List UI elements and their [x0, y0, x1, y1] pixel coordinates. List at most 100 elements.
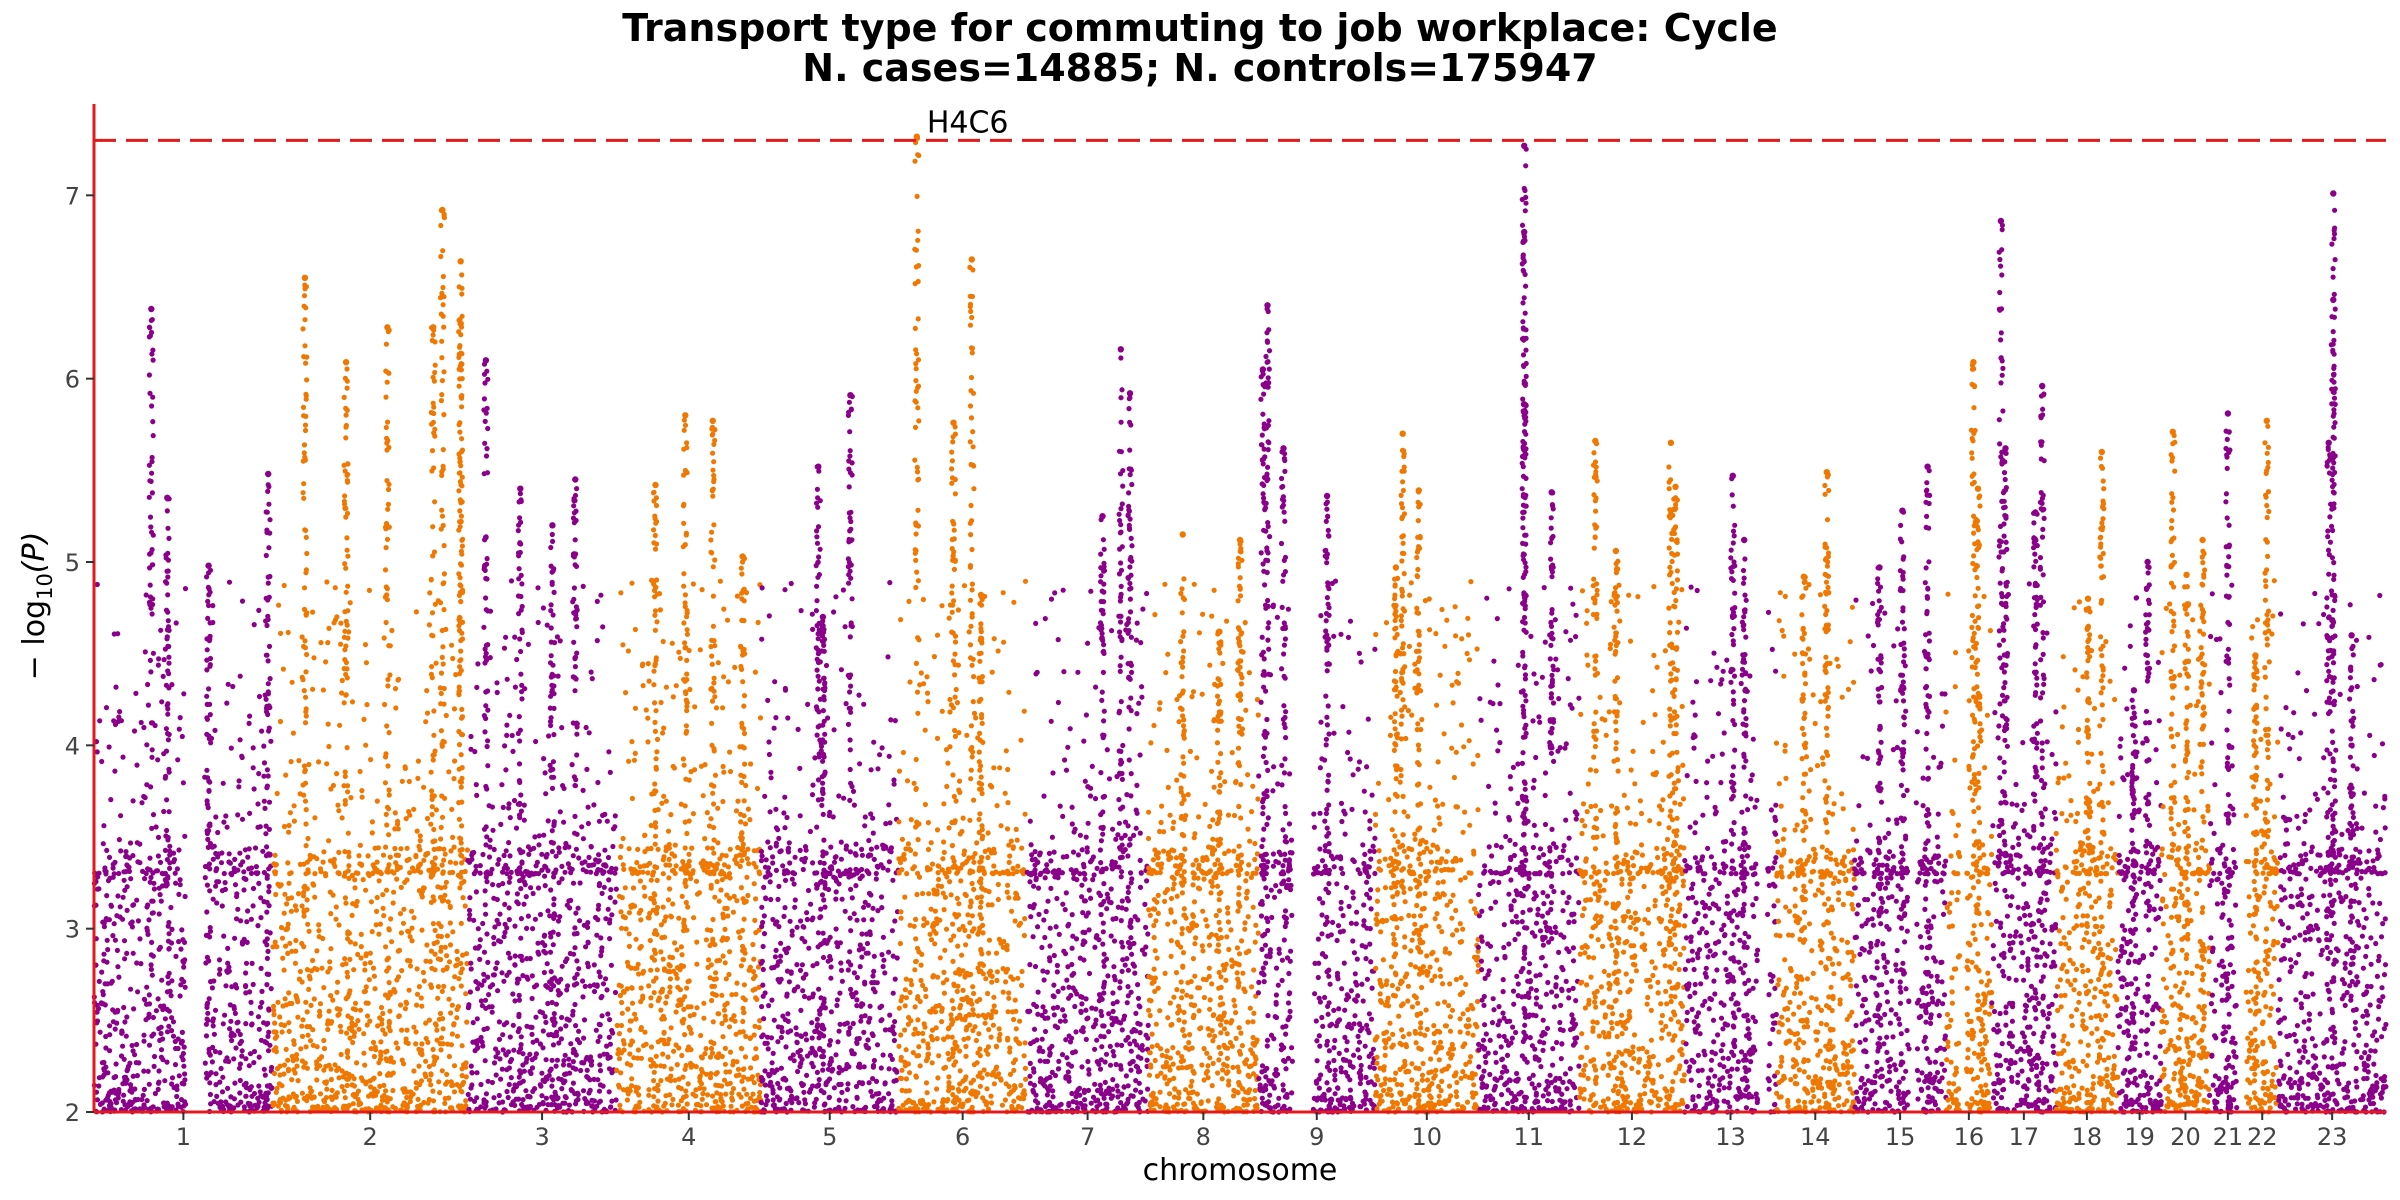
peak-point-chr1-1	[148, 305, 155, 313]
peak-point-chr3-4	[549, 522, 556, 529]
peak-point-chr8-2	[1236, 536, 1244, 544]
chromosome-11-points	[1475, 142, 1582, 1115]
peak-point-chr2-5	[430, 324, 437, 331]
chromosome-21-points	[2207, 410, 2240, 1115]
chromosome-14-points	[1773, 469, 1857, 1115]
x-tick-label-chr15: 15	[1885, 1123, 1916, 1151]
peak-point-chr4-3	[709, 417, 716, 424]
peak-point-chr11-1	[1521, 142, 1528, 149]
peak-point-chr22-1	[2252, 652, 2259, 659]
peak-point-chr2-3	[384, 324, 391, 331]
peak-point-chr22-2	[2263, 417, 2270, 424]
peak-point-chr9-1	[1259, 366, 1267, 373]
chromosome-8-density	[1145, 538, 1261, 1115]
peak-point-chr11-4	[1548, 489, 1555, 496]
y-tick-label-6: 6	[65, 366, 80, 394]
peak-point-chr16-2	[1974, 485, 1982, 492]
peak-point-chr15-3	[1924, 463, 1931, 470]
x-tick-label-chr5: 5	[822, 1123, 837, 1151]
peak-point-chr1-2	[164, 494, 171, 501]
chromosome-17-points	[1989, 217, 2059, 1115]
chromosome-18-points	[2053, 448, 2121, 1115]
peak-point-chr3-1	[482, 357, 490, 364]
peak-point-chr4-2	[682, 412, 689, 419]
x-tick-label-chr13: 13	[1715, 1123, 1746, 1151]
x-tick-label-chr22: 22	[2247, 1123, 2278, 1151]
chromosome-18-density	[2053, 455, 2121, 1115]
peak-point-chr5-2	[847, 392, 854, 399]
chromosome-15-points	[1852, 463, 1949, 1115]
peak-point-chr21-1	[2224, 410, 2232, 417]
peak-point-chr7-1	[1117, 346, 1125, 353]
chromosome-7-points	[1024, 346, 1151, 1115]
chromosome-1-points	[91, 305, 275, 1115]
peak-point-chr17-3	[2032, 509, 2039, 516]
peak-point-chr2-1	[301, 274, 309, 281]
y-axis-label-subscript: 10	[33, 573, 57, 600]
x-tick-label-chr7: 7	[1080, 1123, 1095, 1151]
x-tick-label-chr16: 16	[1954, 1123, 1985, 1151]
peak-point-chr5-3	[819, 613, 827, 621]
peak-point-chr11-2	[1521, 228, 1528, 236]
chromosome-13-points	[1682, 472, 1779, 1115]
chart-title: Transport type for commuting to job work…	[622, 6, 1778, 50]
peak-point-chr23-2	[2330, 296, 2337, 303]
chromosome-20-density	[2158, 432, 2212, 1115]
peak-point-chr20-2	[2183, 571, 2190, 578]
x-tick-label-chr10: 10	[1412, 1123, 1443, 1151]
peak-point-chr17-1	[1997, 217, 2005, 225]
peak-point-chr23-4	[2348, 632, 2355, 639]
chromosome-2-density	[270, 207, 470, 1115]
x-tick-label-chr20: 20	[2170, 1123, 2201, 1151]
peak-point-chr16-1	[1970, 359, 1977, 366]
peak-point-chr2-6	[457, 258, 464, 265]
peak-point-chr6-3	[950, 419, 957, 426]
peak-point-chr9-2	[1264, 302, 1271, 309]
x-tick-label-chr17: 17	[2009, 1123, 2040, 1151]
peak-point-chr13-1	[1729, 472, 1737, 479]
x-tick-label-chr3: 3	[534, 1123, 549, 1151]
annotation-label-1: H4C6	[927, 106, 1009, 141]
peak-point-chr3-2	[517, 485, 524, 492]
peak-point-chr6-2	[968, 256, 975, 263]
peak-point-chr1-4	[265, 470, 272, 478]
chromosome-15-density	[1852, 464, 1949, 1115]
peak-point-chr7-2	[1126, 390, 1134, 397]
peak-point-chr1-3	[205, 562, 212, 569]
chromosome-23-density	[2275, 207, 2389, 1115]
chromosome-20-points	[2158, 428, 2212, 1115]
peak-point-chr23-1	[2330, 190, 2337, 197]
peak-point-chr2-2	[342, 359, 350, 366]
peak-point-chr8-3	[1216, 628, 1223, 635]
peak-point-chr15-2	[1899, 507, 1906, 514]
x-tick-label-chr19: 19	[2124, 1123, 2155, 1151]
x-axis-label: chromosome	[1143, 1153, 1338, 1188]
x-tick-label-chr11: 11	[1514, 1123, 1545, 1151]
x-tick-label-chr12: 12	[1617, 1123, 1648, 1151]
peak-point-chr14-1	[1823, 469, 1831, 476]
peak-point-chr4-1	[652, 481, 659, 489]
chromosome-19-density	[2115, 564, 2164, 1115]
peak-point-chr12-2	[1612, 547, 1620, 555]
peak-point-chr5-1	[815, 463, 822, 470]
chromosome-2-points	[270, 206, 470, 1115]
chromosome-4-density	[614, 417, 764, 1115]
peak-point-chr6-4	[977, 591, 985, 599]
peak-point-chr12-4	[1672, 483, 1679, 490]
x-tick-label-chr23: 23	[2317, 1123, 2348, 1151]
x-tick-label-chr4: 4	[681, 1123, 696, 1151]
x-tick-label-chr18: 18	[2072, 1123, 2103, 1151]
peak-point-chr17-2	[2002, 445, 2009, 452]
peak-point-chr8-1	[1179, 531, 1186, 538]
x-tick-label-chr21: 21	[2213, 1123, 2244, 1151]
chromosome-22-density	[2243, 423, 2281, 1115]
chromosome-1-density	[91, 317, 275, 1115]
chromosome-11-density	[1475, 146, 1582, 1115]
data-points-layer	[91, 133, 2389, 1115]
chromosome-16-density	[1943, 362, 1995, 1115]
y-tick-label-5: 5	[65, 549, 80, 577]
chromosome-21-density	[2207, 428, 2240, 1115]
peak-point-chr10-3	[1415, 487, 1423, 494]
chromosome-5-density	[758, 393, 901, 1115]
chromosome-6-density	[896, 135, 1029, 1115]
